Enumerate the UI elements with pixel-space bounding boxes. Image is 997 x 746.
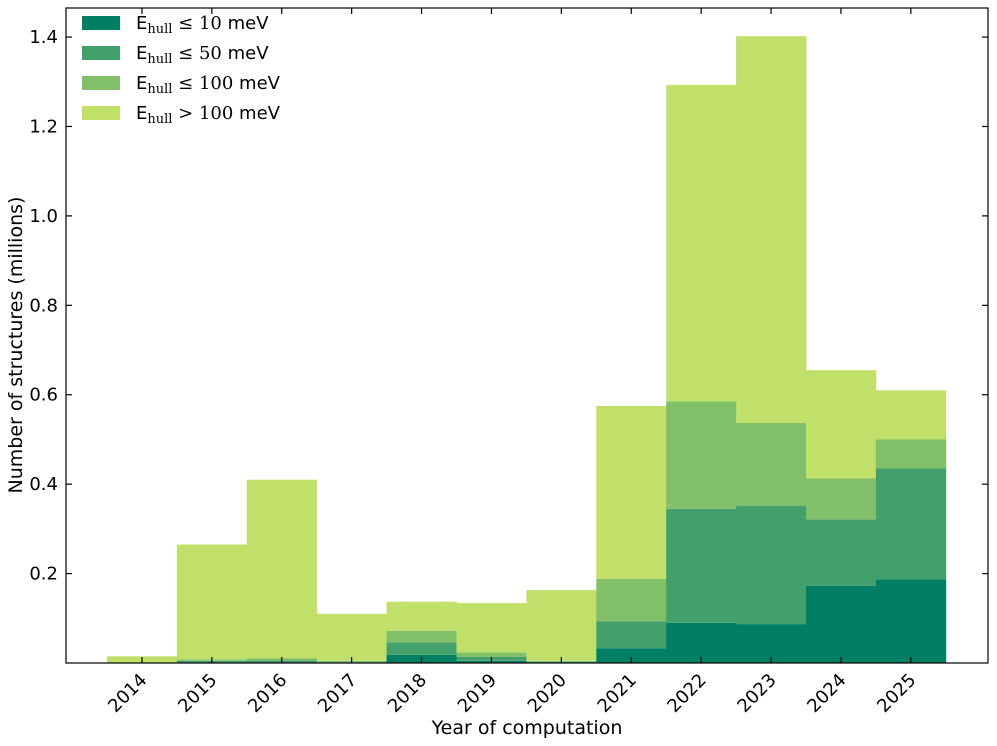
x-tick-label: 2020 (524, 670, 571, 717)
x-tick-label: 2019 (454, 670, 501, 717)
y-tick-label: 1.0 (29, 206, 58, 227)
bars-group (107, 36, 947, 663)
bar-2018-series-3 (386, 630, 457, 643)
x-tick-label: 2018 (384, 670, 431, 717)
bar-2024-series-4 (806, 370, 877, 479)
x-tick-label: 2014 (104, 670, 151, 717)
y-tick-label: 0.8 (29, 295, 58, 316)
bar-2018-series-4 (386, 601, 457, 631)
x-axis-label: Year of computation (431, 717, 623, 739)
legend-swatch (82, 16, 120, 30)
y-axis: 0.2 0.4 0.6 0.8 1.0 1.2 1.4 (29, 27, 988, 585)
bar-2023-series-1 (736, 624, 807, 663)
bar-2020-series-4 (526, 590, 597, 661)
legend-swatch (82, 76, 120, 90)
bar-2022-series-4 (666, 84, 737, 402)
y-axis-label: Number of structures (millions) (5, 197, 27, 494)
bar-2022-series-2 (666, 508, 737, 623)
y-tick-label: 0.2 (29, 564, 58, 585)
bar-2024-series-3 (806, 478, 877, 520)
bar-2025-series-3 (875, 439, 947, 469)
bar-2022-series-1 (666, 622, 737, 663)
bar-2021-series-3 (596, 578, 667, 622)
bar-2018-series-2 (386, 642, 457, 655)
bar-2025-series-4 (875, 390, 947, 440)
bar-2025-series-1 (875, 579, 947, 663)
y-tick-label: 1.4 (29, 27, 58, 48)
x-tick-label: 2023 (733, 670, 780, 717)
y-tick-label: 0.6 (29, 385, 58, 406)
bar-2024-series-2 (806, 519, 877, 586)
bar-2019-series-3 (456, 652, 527, 657)
bar-2021-series-2 (596, 621, 667, 649)
bar-2016-series-4 (246, 479, 318, 659)
y-tick-label: 0.4 (29, 474, 58, 495)
bar-2023-series-2 (736, 505, 807, 625)
bar-2021-series-1 (596, 648, 667, 663)
y-tick-label: 1.2 (29, 116, 58, 137)
x-tick-label: 2017 (314, 670, 361, 717)
legend-label: Ehull ≤ 50 meV (136, 43, 269, 67)
legend-swatch (82, 106, 120, 120)
x-tick-label: 2025 (873, 670, 920, 717)
legend-label: Ehull > 100 meV (136, 103, 281, 127)
bar-2025-series-2 (875, 468, 947, 580)
bar-2021-series-4 (596, 405, 667, 579)
x-tick-label: 2021 (594, 670, 641, 717)
bar-2023-series-3 (736, 422, 807, 506)
bar-2017-series-4 (316, 613, 387, 661)
bar-2022-series-3 (666, 401, 737, 509)
x-tick-label: 2024 (803, 670, 850, 717)
bar-2023-series-4 (736, 36, 807, 423)
x-tick-label: 2015 (174, 670, 221, 717)
bar-2019-series-4 (456, 603, 527, 653)
x-tick-label: 2022 (663, 670, 710, 717)
plot-frame (65, 7, 989, 664)
legend-swatch (82, 46, 120, 60)
x-tick-label: 2016 (244, 670, 291, 717)
legend-label: Ehull ≤ 10 meV (136, 13, 269, 37)
bar-2024-series-1 (806, 585, 877, 663)
bar-2015-series-4 (176, 544, 248, 660)
legend: Ehull ≤ 10 meV Ehull ≤ 50 meV Ehull ≤ 100 … (82, 13, 281, 127)
legend-label: Ehull ≤ 100 meV (136, 73, 281, 97)
